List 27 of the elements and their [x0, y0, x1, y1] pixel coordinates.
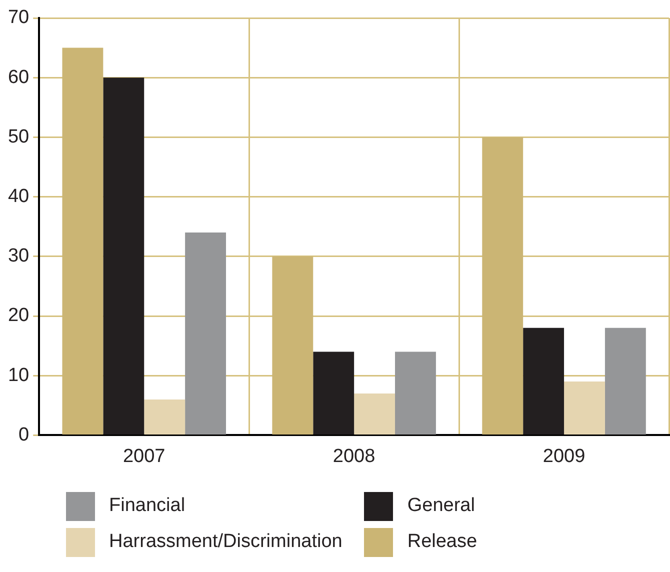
bar: [103, 78, 144, 434]
legend-label: Harrassment/Discrimination: [109, 531, 342, 553]
bar: [604, 328, 646, 434]
bar: [272, 256, 314, 434]
legend-label: Release: [407, 531, 478, 553]
y-tick-label: 30: [8, 246, 30, 267]
bar: [144, 399, 186, 434]
bar: [62, 48, 104, 434]
y-tick-label: 70: [8, 7, 30, 28]
bar: [185, 232, 226, 434]
y-tick-label: 50: [8, 126, 30, 148]
x-tick-label: 2009: [542, 446, 586, 467]
y-tick-label: 0: [18, 424, 30, 446]
y-tick-label: 10: [8, 364, 30, 386]
bar: [395, 352, 436, 434]
legend-label: Financial: [109, 495, 186, 517]
legend-label: General: [407, 495, 475, 517]
bar: [482, 137, 524, 434]
bar: [313, 352, 354, 434]
y-tick-label: 40: [8, 186, 30, 208]
x-tick-label: 2008: [332, 446, 376, 467]
bar: [564, 382, 605, 434]
bar: [523, 328, 564, 434]
y-tick-label: 60: [8, 66, 30, 88]
y-tick-label: 20: [8, 305, 30, 326]
bar: [354, 393, 396, 434]
x-tick-label: 2007: [122, 446, 166, 467]
